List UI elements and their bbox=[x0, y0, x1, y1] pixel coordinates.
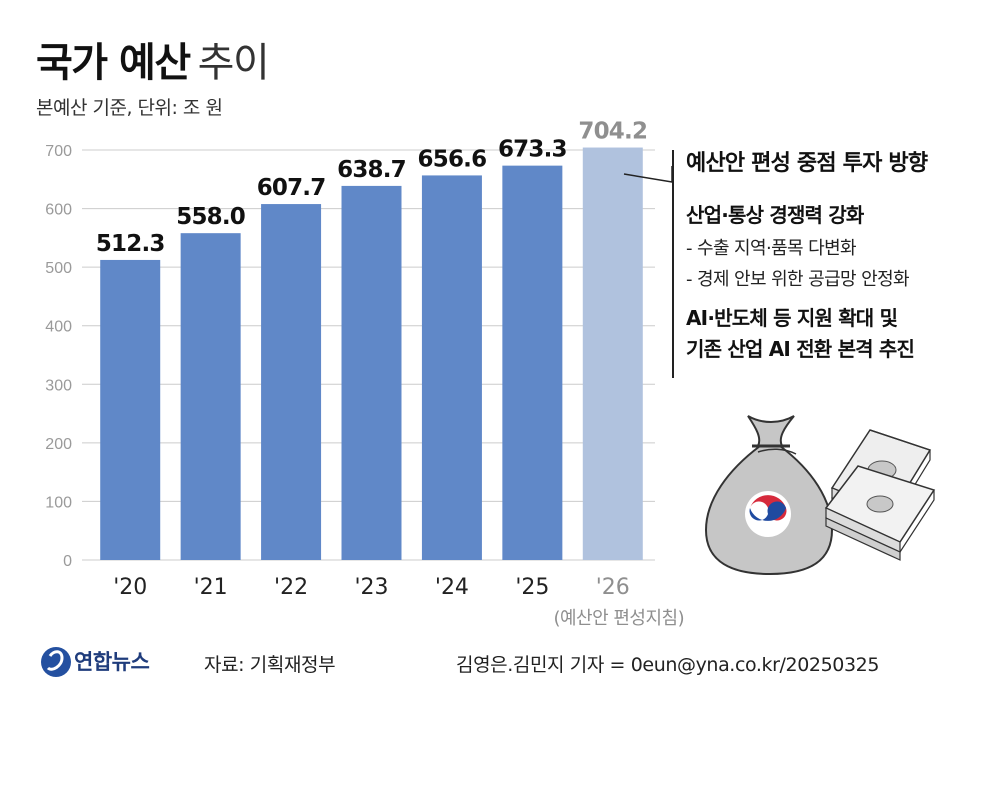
annotation-title: 예산안 편성 중점 투자 방향 bbox=[686, 151, 928, 176]
bar bbox=[261, 204, 322, 560]
bar-value-label: 638.7 bbox=[337, 157, 406, 183]
bar bbox=[100, 259, 161, 560]
y-tick-label: 400 bbox=[45, 319, 72, 336]
source-note: 자료: 기획재정부 bbox=[204, 654, 336, 676]
annotation-heading-1: 산업·통상 경쟁력 강화 bbox=[686, 203, 864, 227]
x-tick-label: '21 bbox=[194, 575, 228, 600]
x-tick-label: '24 bbox=[435, 575, 469, 600]
y-tick-label: 700 bbox=[45, 143, 72, 160]
y-tick-label: 600 bbox=[45, 202, 72, 219]
cash-stack-icon bbox=[824, 429, 936, 561]
title-sub: 추이 bbox=[197, 40, 270, 86]
yonhap-logo-icon bbox=[41, 647, 71, 677]
investment-annotation: 예산안 편성 중점 투자 방향 산업·통상 경쟁력 강화 - 수출 지역·품목 … bbox=[686, 145, 986, 365]
bar bbox=[180, 233, 241, 560]
y-tick-label: 0 bbox=[63, 553, 72, 570]
annotation-heading-2-line-1: AI·반도체 등 지원 확대 및 bbox=[686, 306, 898, 330]
y-tick-label: 200 bbox=[45, 436, 72, 453]
bar bbox=[341, 185, 402, 560]
x-tick-label: '25 bbox=[515, 575, 549, 600]
title-main: 국가 예산 bbox=[36, 40, 191, 86]
annotation-heading-2: AI·반도체 등 지원 확대 및 기존 산업 AI 전환 본격 추진 bbox=[686, 303, 986, 365]
chart-subtitle: 본예산 기준, 단위: 조 원 bbox=[36, 97, 223, 119]
y-tick-label: 300 bbox=[45, 377, 72, 394]
credit-line: 김영은.김민지 기자 = 0eun@yna.co.kr/20250325 bbox=[456, 654, 880, 676]
bar-value-label: 607.7 bbox=[257, 175, 326, 201]
bar-value-label: 704.2 bbox=[578, 119, 647, 145]
bar bbox=[502, 165, 563, 561]
x-tick-label: '26 bbox=[596, 575, 630, 600]
bar-value-label: 512.3 bbox=[96, 231, 165, 257]
bar bbox=[582, 147, 643, 561]
bar-value-label: 558.0 bbox=[176, 204, 245, 230]
x-tick-note: (예산안 편성지침) bbox=[553, 608, 684, 629]
annotation-item-1: - 수출 지역·품목 다변화 bbox=[686, 238, 857, 259]
bar-value-label: 656.6 bbox=[418, 146, 487, 172]
y-tick-label: 100 bbox=[45, 494, 72, 511]
publisher-logo: 연합뉴스 bbox=[74, 650, 150, 674]
annotation-item-2: - 경제 안보 위한 공급망 안정화 bbox=[686, 269, 910, 290]
x-tick-label: '22 bbox=[274, 575, 308, 600]
taegeuk-icon bbox=[745, 491, 791, 537]
annotation-heading-2-line-2: 기존 산업 AI 전환 본격 추진 bbox=[686, 337, 915, 361]
bar bbox=[421, 175, 482, 561]
page-title: 국가 예산 추이 bbox=[36, 30, 270, 88]
bar-value-label: 673.3 bbox=[498, 137, 567, 163]
y-tick-label: 500 bbox=[45, 260, 72, 277]
x-tick-label: '23 bbox=[354, 575, 388, 600]
x-tick-label: '20 bbox=[113, 575, 147, 600]
